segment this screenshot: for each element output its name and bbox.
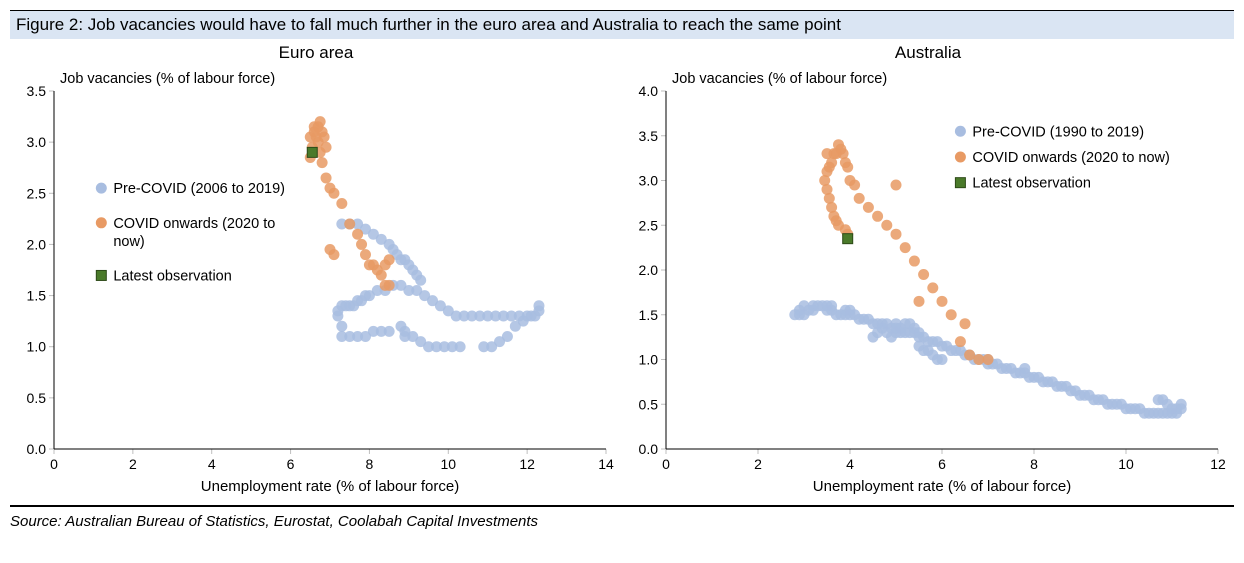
scatter-chart-euro: 0.0 0.5 1.0 1.5 2.0 2.5 3.0 3.5 0 2 4 6 8 10 12 14 Job v… <box>10 65 620 505</box>
svg-text:12: 12 <box>519 456 535 472</box>
svg-text:Pre-COVID (2006 to 2019): Pre-COVID (2006 to 2019) <box>113 181 285 197</box>
svg-text:2.0: 2.0 <box>27 236 47 252</box>
svg-text:1.0: 1.0 <box>27 339 47 355</box>
svg-text:3.5: 3.5 <box>27 83 47 99</box>
svg-text:COVID onwards (2020 to: COVID onwards (2020 to <box>113 216 275 232</box>
svg-text:Pre-COVID (1990 to 2019): Pre-COVID (1990 to 2019) <box>972 124 1144 140</box>
svg-text:Unemployment rate (% of labour: Unemployment rate (% of labour force) <box>201 478 459 495</box>
chart-subtitle-euro: Euro area <box>10 43 622 63</box>
svg-text:0.5: 0.5 <box>639 396 659 412</box>
svg-text:3.0: 3.0 <box>27 134 47 150</box>
svg-text:0: 0 <box>50 456 58 472</box>
figure-title: Figure 2: Job vacancies would have to fa… <box>10 10 1234 39</box>
scatter-chart-australia: 0.0 0.5 1.0 1.5 2.0 2.5 3.0 3.5 4.0 0 2 4 6 8 10 12 Job … <box>622 65 1232 505</box>
svg-text:0.0: 0.0 <box>639 441 659 457</box>
svg-text:0.5: 0.5 <box>27 390 47 406</box>
svg-text:0: 0 <box>662 456 670 472</box>
svg-text:8: 8 <box>366 456 374 472</box>
chart-euro-area: Euro area 0.0 0.5 1.0 1.5 2.0 2.5 3.0 3.5 0 2 4 6 8 1… <box>10 39 622 505</box>
svg-text:Unemployment rate (% of labour: Unemployment rate (% of labour force) <box>813 478 1071 495</box>
svg-text:3.5: 3.5 <box>639 128 659 144</box>
svg-text:1.5: 1.5 <box>639 307 659 323</box>
svg-text:Latest observation: Latest observation <box>113 268 232 284</box>
svg-text:2.0: 2.0 <box>639 262 659 278</box>
svg-text:2.5: 2.5 <box>27 185 47 201</box>
charts-row: Euro area 0.0 0.5 1.0 1.5 2.0 2.5 3.0 3.5 0 2 4 6 8 1… <box>10 39 1234 507</box>
svg-text:2.5: 2.5 <box>639 217 659 233</box>
svg-text:Job vacancies (% of labour for: Job vacancies (% of labour force) <box>60 71 275 87</box>
svg-text:2: 2 <box>129 456 137 472</box>
svg-text:Latest observation: Latest observation <box>972 176 1091 192</box>
svg-text:1.0: 1.0 <box>639 352 659 368</box>
svg-text:6: 6 <box>287 456 295 472</box>
chart-subtitle-aus: Australia <box>622 43 1234 63</box>
svg-text:COVID onwards (2020 to now): COVID onwards (2020 to now) <box>972 150 1169 166</box>
svg-text:12: 12 <box>1210 456 1226 472</box>
source-line: Source: Australian Bureau of Statistics,… <box>10 507 1234 530</box>
svg-text:14: 14 <box>598 456 614 472</box>
svg-text:Job vacancies (% of labour for: Job vacancies (% of labour force) <box>672 71 887 87</box>
chart-australia: Australia 0.0 0.5 1.0 1.5 2.0 2.5 3.0 3.5 4.0 0 2 4… <box>622 39 1234 505</box>
svg-text:6: 6 <box>938 456 946 472</box>
svg-text:10: 10 <box>1118 456 1134 472</box>
svg-text:8: 8 <box>1030 456 1038 472</box>
svg-text:2: 2 <box>754 456 762 472</box>
svg-text:now): now) <box>113 234 144 250</box>
svg-text:10: 10 <box>440 456 456 472</box>
svg-text:0.0: 0.0 <box>27 441 47 457</box>
svg-text:4.0: 4.0 <box>639 83 659 99</box>
svg-text:1.5: 1.5 <box>27 288 47 304</box>
svg-text:4: 4 <box>208 456 216 472</box>
svg-text:3.0: 3.0 <box>639 173 659 189</box>
svg-text:4: 4 <box>846 456 854 472</box>
